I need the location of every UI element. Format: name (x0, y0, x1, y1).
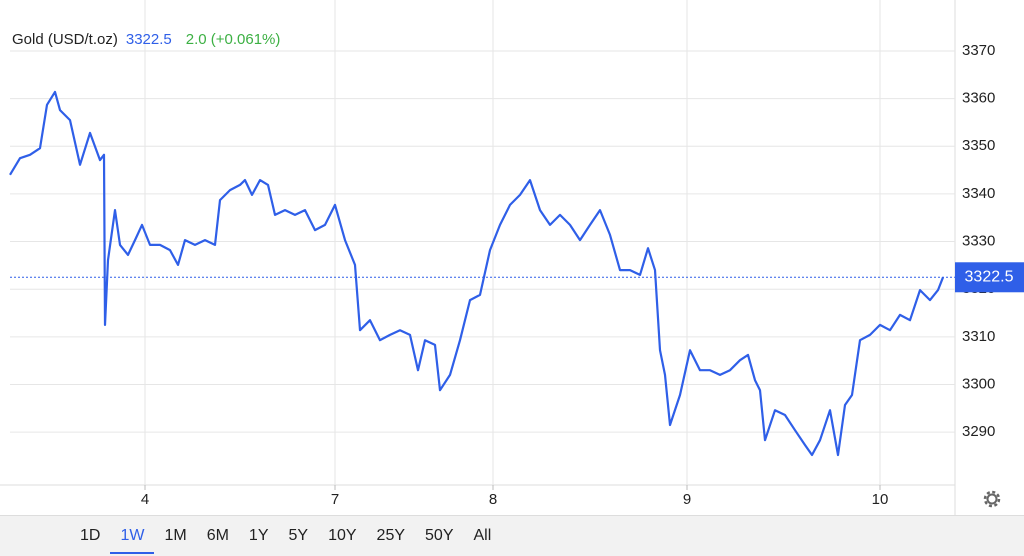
x-tick-label: 7 (331, 491, 339, 508)
y-tick-label: 3340 (962, 185, 995, 202)
gear-ring (986, 493, 998, 505)
y-tick-label: 3290 (962, 423, 995, 440)
header: Gold (USD/t.oz) 3322.5 2.0 (+0.061%) (12, 31, 280, 48)
range-button[interactable]: 1Y (248, 526, 269, 544)
range-button[interactable]: 1W (110, 519, 155, 554)
instrument: Gold (USD/t.oz) (12, 31, 118, 48)
last-price: 3322.5 (125, 31, 172, 48)
price-change: 2.0 (+0.061%) (185, 31, 281, 48)
y-tick-label: 3360 (962, 90, 995, 107)
last-price-tag (955, 262, 1024, 293)
y-tick-label: 3370 (962, 42, 995, 59)
range-button[interactable]: 5Y (288, 526, 309, 544)
last-price-tag-label: 3322.5 (965, 268, 1014, 285)
y-tick-label: 3330 (962, 233, 995, 250)
price-line (9, 90, 945, 457)
x-tick-label: 10 (872, 491, 889, 508)
range-bar: 1D 1W 1M 6M 1Y 5Y 10Y 25Y 50Y All (0, 515, 1024, 556)
x-tick-label: 8 (489, 491, 497, 508)
gear-teeth (983, 490, 1001, 508)
grid (10, 0, 955, 485)
chart: 3290330033103320333033403350336033704789… (0, 0, 1024, 515)
range-button[interactable]: All (473, 526, 492, 544)
range-button[interactable]: 6M (206, 526, 229, 544)
y-tick-label: 3350 (962, 137, 995, 154)
range-button[interactable]: 1M (164, 526, 187, 544)
y-tick-label: 3300 (962, 375, 995, 392)
range-button[interactable]: 25Y (376, 526, 406, 544)
y-tick-label: 3310 (962, 328, 995, 345)
range-button[interactable]: 10Y (328, 526, 357, 544)
x-tick-label: 4 (141, 491, 149, 508)
x-tick-label: 9 (683, 491, 691, 508)
settings-icon[interactable] (983, 490, 1001, 508)
range-button[interactable]: 50Y (425, 526, 454, 544)
range-button[interactable]: 1D (80, 526, 101, 544)
